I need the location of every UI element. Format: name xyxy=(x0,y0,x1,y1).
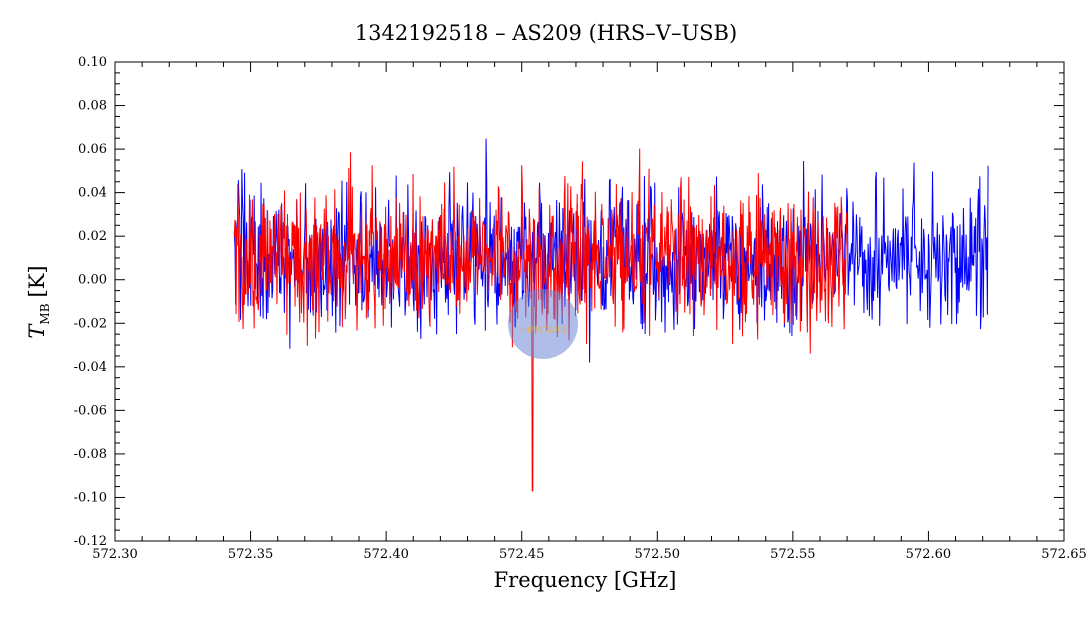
y-tick-label: 0.08 xyxy=(78,99,107,114)
watermark-circle xyxy=(508,289,578,359)
plot-area: HIFISTARS 572.30 572.35 572.40 572.45 572.50… xyxy=(74,55,1087,562)
y-tick-label: 0.06 xyxy=(78,142,107,157)
x-tick-label: 572.55 xyxy=(770,547,816,562)
watermark-text: HIFISTARS xyxy=(520,326,566,336)
series-blue-line xyxy=(233,138,989,363)
y-tick-label: 0.02 xyxy=(78,229,107,244)
svg-text:TMB[K]: TMB [K] xyxy=(25,265,52,338)
y-tick-label: -0.06 xyxy=(74,403,107,418)
tick-layer: 572.30 572.35 572.40 572.45 572.50 572.55 572.… xyxy=(74,55,1087,562)
y-axis-label-unit: [K] xyxy=(25,265,49,297)
chart-title: 1342192518 – AS209 (HRS–V–USB) xyxy=(355,21,737,45)
y-tick-label: 0.10 xyxy=(78,55,107,70)
x-tick-label: 572.50 xyxy=(635,547,681,562)
y-axis-label-main: T xyxy=(25,323,49,339)
y-axis-label-sub: MB xyxy=(38,303,52,324)
y-tick-label: -0.10 xyxy=(74,490,107,505)
x-tick-label: 572.65 xyxy=(1041,547,1087,562)
x-tick-label: 572.60 xyxy=(906,547,952,562)
y-tick-label: -0.02 xyxy=(74,316,107,331)
x-tick-label: 572.30 xyxy=(92,547,138,562)
x-tick-label: 572.35 xyxy=(228,547,274,562)
y-tick-label: -0.12 xyxy=(74,534,107,549)
x-tick-label: 572.45 xyxy=(499,547,545,562)
y-tick-label: -0.08 xyxy=(74,447,107,462)
y-tick-label: -0.04 xyxy=(74,360,107,375)
series-layer xyxy=(233,138,989,492)
y-tick-label: 0.04 xyxy=(78,186,107,201)
series-red-line xyxy=(233,148,848,492)
x-tick-label: 572.40 xyxy=(363,547,409,562)
y-axis-label: TMB [K] xyxy=(25,265,52,338)
y-tick-label: 0.00 xyxy=(78,273,107,288)
x-axis-label: Frequency [GHz] xyxy=(494,568,677,592)
watermark-logo: HIFISTARS xyxy=(508,289,578,359)
